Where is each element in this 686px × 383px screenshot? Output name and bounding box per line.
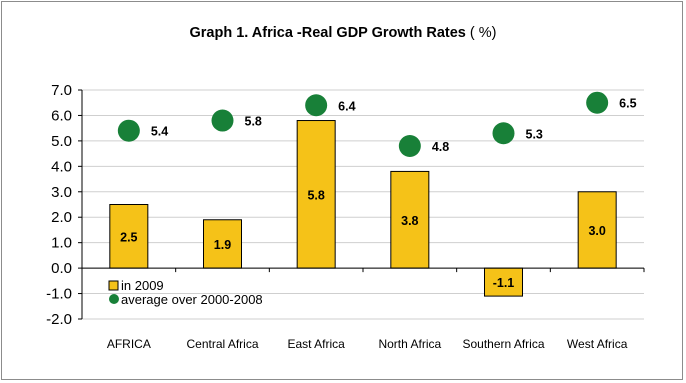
y-tick-label: 6.0 (51, 107, 72, 124)
dot-data-label: 5.4 (151, 125, 168, 139)
bar-2009 (484, 267, 523, 297)
y-tick-label: -1.0 (46, 286, 72, 303)
dot-average-2000-2008 (305, 94, 328, 117)
dot-average-2000-2008 (117, 119, 140, 142)
y-tick-label: 2.0 (51, 209, 72, 226)
bar-data-label: -1.1 (493, 276, 515, 290)
legend-label-2009: in 2009 (121, 278, 164, 293)
x-category-label: North Africa (378, 337, 441, 351)
bar-series: 2.5 1.9 5.8 3.8 -1.1 3.0 (109, 120, 617, 297)
y-tick-label: 1.0 (51, 235, 72, 252)
y-tick-label: 3.0 (51, 184, 72, 201)
dot-data-label: 5.8 (245, 115, 262, 129)
x-category-label: AFRICA (107, 337, 151, 351)
gridlines (82, 89, 644, 320)
bar-data-label: 3.0 (588, 224, 605, 238)
dot-average-2000-2008 (398, 134, 421, 157)
legend-dot-swatch (109, 294, 119, 304)
y-tick-label: 0.0 (51, 260, 72, 277)
bar-2009 (577, 191, 617, 269)
dot-average-2000-2008 (492, 122, 515, 145)
chart-title: Graph 1. Africa -Real GDP Growth Rates (… (0, 25, 686, 41)
bar-data-label: 5.8 (307, 188, 324, 202)
bar-2009 (109, 204, 149, 269)
y-tick-label: 4.0 (51, 158, 72, 175)
legend-label-average: average over 2000-2008 (121, 292, 263, 307)
dot-data-label: 6.5 (619, 97, 636, 111)
chart-title-unit: ( %) (469, 25, 497, 41)
bar-data-label: 3.8 (401, 214, 418, 228)
dot-average-2000-2008 (211, 109, 234, 132)
dot-data-label: 5.3 (526, 127, 543, 141)
bar-2009 (390, 170, 430, 269)
x-category-label: Southern Africa (462, 337, 544, 351)
dot-series: 5.4 5.8 6.4 4.8 5.3 6.5 (117, 91, 637, 157)
legend-bar-swatch (108, 280, 119, 291)
chart-title-text: Graph 1. Africa -Real GDP Growth Rates (189, 25, 466, 41)
bar-data-label: 2.5 (120, 230, 137, 244)
dot-average-2000-2008 (586, 91, 609, 114)
x-category-label: Central Africa (186, 337, 258, 351)
x-axis: AFRICA Central Africa East Africa North Afr… (81, 267, 645, 351)
dot-data-label: 4.8 (432, 140, 449, 154)
dot-data-label: 6.4 (338, 99, 355, 113)
y-tick-label: 5.0 (51, 133, 72, 150)
x-category-label: East Africa (287, 337, 345, 351)
y-axis: 7.0 6.0 5.0 4.0 3.0 2.0 1.0 0.0 -1.0 -2.0 (46, 82, 83, 328)
bar-data-label: 1.9 (214, 238, 231, 252)
y-tick-label: -2.0 (46, 311, 72, 328)
x-category-label: West Africa (567, 337, 628, 351)
y-tick-label: 7.0 (51, 82, 72, 99)
